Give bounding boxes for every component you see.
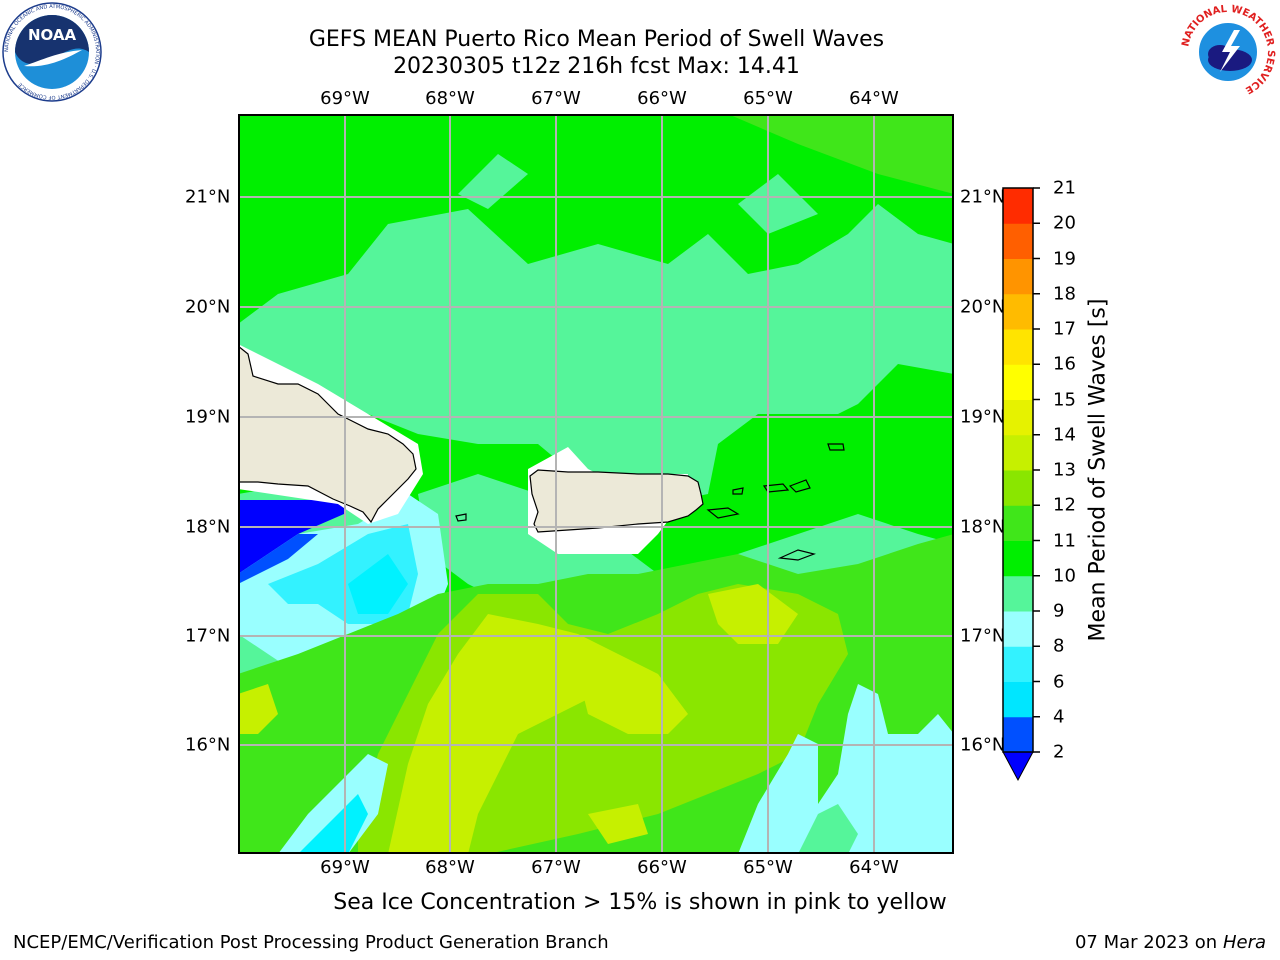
colorbar-segment: [1003, 223, 1033, 259]
colorbar-tick-label: 21: [1053, 177, 1076, 199]
colorbar-tick-label: 15: [1053, 389, 1076, 410]
colorbar-segment: [1003, 646, 1033, 682]
colorbar-label: Mean Period of Swell Waves [s]: [1085, 298, 1111, 642]
lat-label-left: 19°N: [185, 406, 231, 428]
contour-fill-13-14: [578, 654, 688, 734]
colorbar-tick-label: 19: [1053, 248, 1076, 269]
colorbar-segment: [1003, 188, 1033, 224]
lon-label-top: 66°W: [637, 88, 687, 109]
colorbar-tick-label: 16: [1053, 353, 1076, 375]
colorbar-tick-label: 8: [1053, 635, 1065, 657]
lon-label-top: 69°W: [320, 88, 370, 109]
footer-host: Hera: [1222, 932, 1266, 953]
colorbar-segment: [1003, 434, 1033, 471]
land-hispaniola: [238, 345, 417, 524]
lat-label-right: 16°N: [960, 734, 1006, 756]
footer-credit: NCEP/EMC/Verification Post Processing Pr…: [13, 932, 609, 953]
lon-label-top: 64°W: [849, 88, 899, 109]
colorbar-segment: [1003, 716, 1033, 753]
contour-fill-4-6: [298, 794, 368, 854]
lat-label-left: 17°N: [185, 625, 231, 647]
land-st-john: [788, 479, 811, 493]
lat-label-left: 16°N: [185, 734, 231, 756]
lon-label-top: 65°W: [743, 88, 793, 109]
lat-label-right: 21°N: [960, 186, 1006, 208]
lon-label-top: 68°W: [425, 88, 475, 109]
colorbar-segment: [1003, 611, 1033, 647]
colorbar-segment: [1003, 258, 1033, 295]
map-frame: [238, 114, 954, 854]
land-mona: [455, 513, 467, 522]
lat-label-right: 17°N: [960, 625, 1006, 647]
colorbar-segment: [1003, 540, 1033, 577]
sea-ice-caption: Sea Ice Concentration > 15% is shown in …: [333, 890, 947, 915]
contour-fill-2-4: [238, 534, 318, 584]
colorbar-tick-label: 13: [1053, 459, 1076, 481]
colorbar-segment: [1003, 329, 1033, 365]
land-st-thomas: [762, 483, 790, 493]
lat-label-right: 19°N: [960, 406, 1006, 428]
contour-fill-9-10: [798, 804, 858, 854]
colorbar-segment: [1003, 364, 1033, 400]
contour-fill-8-9: [738, 684, 954, 854]
colorbar-tick-label: 20: [1053, 212, 1076, 234]
contour-fill-13-14: [388, 614, 618, 854]
contour-fill-9-10: [458, 154, 528, 209]
contour-fill-2-4: [238, 500, 344, 574]
noaa-logo: NATIONAL OCEANIC AND ATMOSPHERIC ADMINIS…: [2, 2, 102, 102]
lat-label-left: 20°N: [185, 296, 231, 318]
colorbar-tick-label: 18: [1053, 283, 1076, 305]
contour-fill-9-10: [238, 204, 954, 504]
colorbar-segment: [1003, 575, 1033, 612]
map-title: GEFS MEAN Puerto Rico Mean Period of Swe…: [308, 27, 885, 52]
colorbar-tick-label: 11: [1053, 530, 1076, 551]
lon-label-top: 67°W: [531, 88, 581, 109]
lon-label-bottom: 68°W: [425, 857, 475, 878]
colorbar-tick-label: 6: [1053, 671, 1065, 692]
land-culebra: [706, 507, 740, 519]
land-anegada: [827, 443, 845, 451]
graticule: [238, 114, 954, 854]
contour-fill-13-14: [588, 804, 648, 844]
swell-period-map: [238, 114, 954, 854]
footer-date-text: 07 Mar 2023 on: [1074, 932, 1218, 953]
colorbar-tick-label: 14: [1053, 424, 1076, 446]
colorbar-tick-label: 4: [1053, 706, 1065, 728]
nws-logo: NATIONAL WEATHER SERVICE: [1179, 3, 1277, 101]
contour-fill-11-12: [728, 114, 954, 194]
contour-fill-9-10: [738, 174, 818, 234]
noaa-text: NOAA: [28, 26, 77, 44]
colorbar-segment: [1003, 505, 1033, 541]
lon-label-bottom: 67°W: [531, 857, 581, 878]
lon-label-bottom: 66°W: [637, 857, 687, 878]
colorbar-tick-label: 10: [1053, 565, 1076, 587]
contour-fill-13-14: [708, 584, 798, 644]
lat-label-right: 18°N: [960, 516, 1006, 538]
lon-label-bottom: 64°W: [849, 857, 899, 878]
lon-label-bottom: 65°W: [743, 857, 793, 878]
colorbar-tick-label: 9: [1053, 600, 1065, 622]
colorbar-segment: [1003, 470, 1033, 506]
lat-label-right: 20°N: [960, 296, 1006, 318]
lon-label-bottom: 69°W: [320, 857, 370, 878]
contour-fill-4-6: [348, 554, 408, 614]
contour-fill-13-14: [238, 684, 278, 734]
colorbar-extend-arrow: [1002, 751, 1034, 782]
colorbar: [1002, 187, 1040, 782]
land-islet: [732, 487, 744, 495]
colorbar-segment: [1003, 293, 1033, 330]
map-subtitle: 20230305 t12z 216h fcst Max: 14.41: [393, 54, 800, 79]
colorbar-tick-label: 2: [1053, 741, 1065, 763]
lat-label-left: 21°N: [185, 186, 231, 208]
colorbar-tick-label: 17: [1053, 318, 1076, 340]
land-st-croix: [777, 549, 817, 561]
colorbar-segment: [1003, 681, 1033, 718]
colorbar-segment: [1003, 399, 1033, 436]
footer-date: 07 Mar 2023 on Hera: [1075, 932, 1266, 953]
colorbar-tick-label: 12: [1053, 494, 1076, 516]
lat-label-left: 18°N: [185, 516, 231, 538]
